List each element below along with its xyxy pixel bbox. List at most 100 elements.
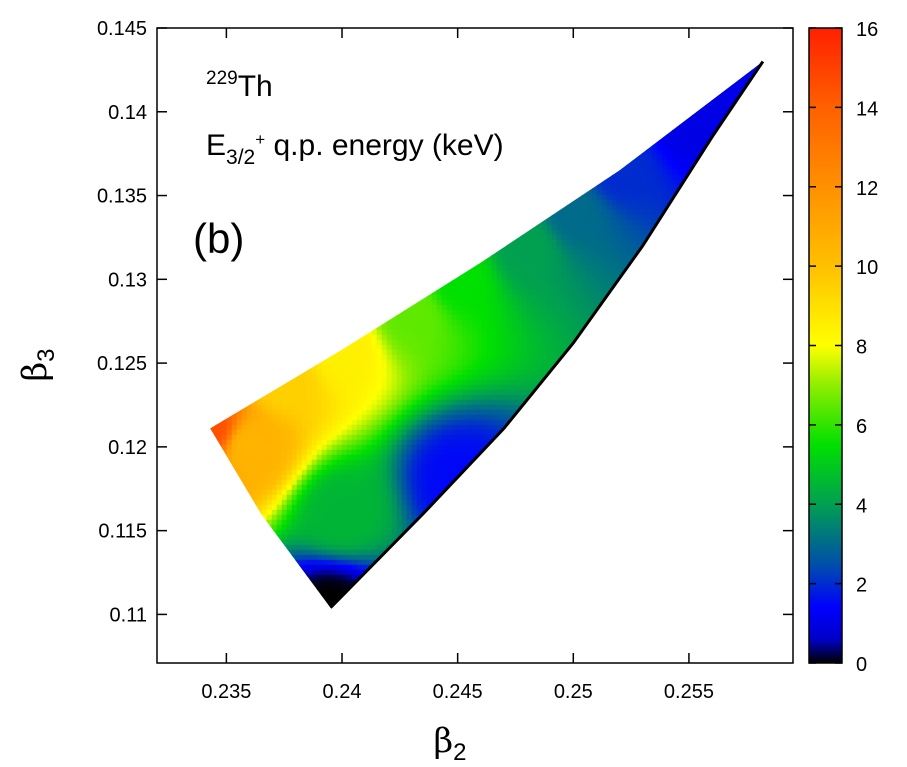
heat-cell: [326, 189, 333, 196]
heat-cell: [386, 429, 393, 436]
heat-cell: [266, 569, 273, 576]
heat-cell: [386, 514, 393, 521]
heat-cell: [321, 439, 328, 446]
heat-cell: [301, 169, 308, 176]
heat-cell: [391, 604, 398, 608]
heat-cell: [226, 334, 233, 341]
heat-cell: [351, 544, 358, 551]
heat-cell: [192, 370, 198, 376]
heat-cell: [372, 45, 378, 51]
heat-cell: [396, 599, 403, 606]
heat-cell: [311, 224, 318, 231]
heat-cell: [282, 615, 288, 621]
heat-cell: [226, 394, 233, 401]
heat-cell: [241, 379, 248, 386]
heat-cell: [266, 364, 273, 371]
heat-cell: [366, 61, 373, 66]
heat-cell: [211, 194, 218, 201]
heat-cell: [396, 204, 403, 211]
heat-cell: [251, 179, 258, 186]
heat-cell: [210, 114, 213, 121]
heat-cell: [276, 534, 283, 541]
heat-cell: [251, 119, 258, 126]
heat-cell: [226, 404, 233, 411]
heat-cell: [396, 354, 403, 361]
heat-cell: [327, 620, 333, 626]
heat-cell: [346, 249, 353, 256]
heat-cell: [327, 610, 333, 616]
heat-cell: [202, 165, 208, 171]
heat-cell: [197, 560, 203, 566]
heat-cell: [366, 489, 373, 496]
heat-cell: [366, 509, 373, 516]
heat-cell: [276, 404, 283, 411]
heat-cell: [276, 544, 283, 551]
heat-cell: [376, 61, 383, 66]
heat-cell: [202, 615, 208, 621]
heat-cell: [266, 549, 273, 556]
heat-cell: [226, 349, 233, 356]
heat-cell: [256, 364, 263, 371]
heat-cell: [221, 414, 228, 421]
heat-cell: [231, 174, 238, 181]
heat-cell: [371, 299, 378, 306]
heat-cell: [391, 419, 398, 426]
heat-cell: [351, 304, 358, 311]
heat-cell: [401, 454, 408, 461]
heat-cell: [236, 474, 243, 481]
heat-cell: [202, 520, 208, 526]
heat-cell: [246, 219, 253, 226]
heat-cell: [386, 289, 393, 296]
heat-cell: [286, 484, 293, 491]
heat-cell: [271, 204, 278, 211]
heat-cell: [331, 509, 338, 516]
heat-cell: [376, 269, 383, 276]
heat-cell: [226, 409, 233, 416]
heat-cell: [391, 179, 398, 186]
heat-cell: [391, 314, 398, 321]
heat-cell: [401, 464, 408, 471]
heat-cell: [226, 544, 233, 551]
heat-cell: [371, 434, 378, 441]
heat-cell: [376, 594, 383, 601]
heat-cell: [286, 304, 293, 311]
heat-cell: [326, 409, 333, 416]
heat-cell: [316, 164, 323, 171]
heat-cell: [271, 389, 278, 396]
heat-cell: [306, 179, 313, 186]
heat-cell: [286, 61, 293, 66]
heat-cell: [286, 324, 293, 331]
heat-cell: [291, 89, 298, 96]
heat-cell: [321, 539, 328, 546]
heat-cell: [356, 64, 363, 71]
heat-cell: [322, 55, 328, 61]
heat-cell: [336, 564, 343, 571]
heat-cell: [381, 204, 388, 211]
heat-cell: [251, 109, 258, 116]
heat-cell: [286, 519, 293, 526]
heat-cell: [197, 390, 203, 396]
heat-cell: [376, 469, 383, 476]
heat-cell: [306, 239, 313, 246]
heat-cell: [281, 354, 288, 361]
heat-cell: [252, 55, 258, 61]
heat-cell: [197, 190, 203, 196]
heat-cell: [246, 259, 253, 266]
heat-cell: [381, 84, 388, 91]
heat-cell: [271, 434, 278, 441]
heat-cell: [311, 324, 318, 331]
heat-cell: [261, 504, 268, 511]
heat-cell: [291, 64, 298, 71]
heat-cell: [246, 604, 253, 608]
heat-cell: [286, 334, 293, 341]
heat-cell: [192, 545, 198, 551]
heat-cell: [391, 279, 398, 286]
heat-cell: [281, 249, 288, 256]
heat-cell: [356, 534, 363, 541]
heat-cell: [251, 209, 258, 216]
heat-cell: [356, 419, 363, 426]
heat-cell: [381, 234, 388, 241]
heat-cell: [256, 474, 263, 481]
heat-cell: [271, 194, 278, 201]
heat-cell: [221, 409, 228, 416]
